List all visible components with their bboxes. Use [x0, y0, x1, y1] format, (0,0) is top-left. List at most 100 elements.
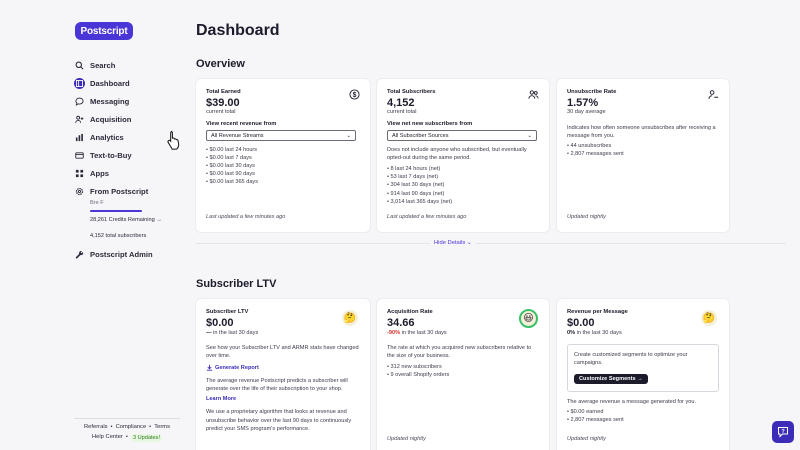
card-label: Unsubscribe Rate: [567, 89, 617, 95]
total-subscribers-card: Total Subscribers 4,152 current total Vi…: [377, 79, 549, 232]
card-value: $0.00: [567, 317, 595, 329]
generate-report-link[interactable]: Generate Report: [206, 364, 360, 371]
subscriber-source-select[interactable]: All Subscriber Sources ⌄: [387, 130, 537, 141]
card-footer: Updated nightly: [567, 214, 606, 220]
subscribers-list: 8 last 24 hours (net) 53 last 7 days (ne…: [387, 165, 539, 206]
card-change: 0% in the last 30 days: [567, 330, 719, 336]
card-note: Does not include anyone who subscribed, …: [387, 147, 527, 162]
revenue-list: $0.00 last 24 hours $0.00 last 7 days $0…: [206, 146, 360, 187]
customize-segments-button[interactable]: Customize Segments →: [574, 374, 648, 385]
learn-more-link[interactable]: Learn More: [206, 396, 237, 403]
segment-promo-box: Create customized segments to optimize y…: [567, 344, 719, 393]
happy-face-icon: 😃: [519, 309, 538, 328]
select-value: All Revenue Streams: [211, 132, 264, 139]
sidebar-item-acquisition[interactable]: Acquisition: [74, 110, 184, 128]
updates-badge[interactable]: 3 Updates!: [130, 434, 163, 442]
card-label: Revenue per Message: [567, 309, 628, 315]
credit-card-icon: [74, 150, 85, 161]
neutral-face-icon: 🤔: [701, 310, 717, 326]
change-value: —: [206, 330, 212, 336]
separator-dot: •: [110, 424, 113, 430]
neutral-face-icon: 🤔: [342, 310, 358, 326]
sidebar-item-messaging[interactable]: Messaging: [74, 92, 184, 110]
separator-dot: •: [149, 424, 152, 430]
card-footer: Last updated a few minutes ago: [206, 214, 286, 220]
sidebar-item-dashboard[interactable]: Dashboard: [74, 74, 184, 92]
card-change: — in the last 30 days: [206, 330, 360, 336]
postscript-logo[interactable]: Postscript: [75, 22, 133, 40]
card-label: Subscriber LTV: [206, 309, 249, 315]
revenue-per-message-card: Revenue per Message $0.00 0% in the last…: [557, 299, 729, 450]
sidebar-item-apps[interactable]: Apps: [74, 164, 184, 182]
sidebar-item-from-postscript[interactable]: From Postscript: [74, 182, 184, 200]
total-subscribers-text: 4,152 total subscribers: [90, 233, 147, 239]
card-subtext: current total: [206, 109, 236, 115]
card-note: The average revenue Postscript predicts …: [206, 378, 348, 393]
sidebar-item-label: Search: [90, 60, 116, 70]
list-item: 9 overall Shopify orders: [387, 371, 539, 379]
list-item: 3,014 last 365 days (net): [387, 198, 539, 206]
sidebar-nav: Search Dashboard Messaging Acquisition A…: [74, 56, 184, 263]
compliance-link[interactable]: Compliance: [115, 424, 147, 430]
sidebar-item-label: Acquisition: [90, 114, 132, 124]
card-value: $0.00: [206, 317, 234, 329]
revenue-stream-select[interactable]: All Revenue Streams ⌄: [206, 130, 356, 141]
change-value: -90%: [387, 330, 401, 336]
change-suffix: in the last 30 days: [211, 330, 259, 336]
help-center-link[interactable]: Help Center: [91, 434, 123, 440]
sidebar-item-label: Apps: [90, 168, 109, 178]
sidebar-item-postscript-admin[interactable]: Postscript Admin: [74, 245, 184, 263]
card-change: -90% in the last 30 days: [387, 330, 539, 336]
grid-icon: [74, 168, 85, 179]
acquisition-rate-card: Acquisition Rate 34.66 -90% in the last …: [377, 299, 549, 450]
hand-cursor-icon: [167, 131, 180, 150]
list-item: 44 unsubscribes: [567, 142, 719, 150]
card-label: Total Earned: [206, 89, 241, 95]
card-label: Total Subscribers: [387, 89, 436, 95]
overview-heading: Overview: [196, 58, 245, 70]
unsubscribe-list: 44 unsubscribes 2,807 messages sent: [567, 142, 719, 158]
card-subtext: 30 day average: [567, 109, 606, 115]
user-minus-icon: [708, 90, 719, 99]
select-label: View net new subscribers from: [387, 121, 473, 127]
list-item: $0.00 last 365 days: [206, 178, 360, 186]
card-label: Acquisition Rate: [387, 309, 433, 315]
card-note: The rate at which you acquired new subsc…: [387, 345, 532, 360]
card-value: $39.00: [206, 97, 240, 109]
list-item: 304 last 30 days (net): [387, 181, 539, 189]
sidebar-item-analytics[interactable]: Analytics: [74, 128, 184, 146]
dollar-icon: $: [349, 89, 360, 100]
card-note: See how your Subscriber LTV and ARMR sta…: [206, 345, 359, 360]
list-item: 2,807 messages sent: [567, 150, 719, 158]
gear-icon: [74, 186, 85, 197]
users-icon: [528, 90, 539, 99]
chevron-down-icon: ⌄: [346, 132, 351, 139]
credits-remaining-link[interactable]: 28,261 Credits Remaining →: [90, 217, 162, 223]
unsubscribe-rate-card: Unsubscribe Rate 1.57% 30 day average In…: [557, 79, 729, 232]
card-footer: Last updated a few minutes ago: [387, 214, 467, 220]
svg-text:$: $: [353, 92, 357, 99]
select-label: View recent revenue from: [206, 121, 277, 127]
search-icon: [74, 60, 85, 71]
change-suffix: in the last 30 days: [575, 330, 622, 336]
sidebar-item-search[interactable]: Search: [74, 56, 184, 74]
help-chat-button[interactable]: ?: [772, 421, 794, 443]
wrench-icon: [74, 249, 85, 260]
account-name: Bre F: [90, 200, 104, 206]
users-plus-icon: [74, 114, 85, 125]
hide-details-link[interactable]: Hide Details ⌄: [430, 240, 476, 246]
sidebar-item-label: Messaging: [90, 96, 130, 106]
sidebar-item-label: Dashboard: [90, 78, 130, 88]
referrals-link[interactable]: Referrals: [84, 424, 108, 430]
list-item: 312 new subscribers: [387, 363, 539, 371]
sidebar: Postscript Search Dashboard Messaging Ac…: [0, 0, 180, 450]
card-value: 1.57%: [567, 97, 599, 109]
list-item: $0.00 last 90 days: [206, 170, 360, 178]
terms-link[interactable]: Terms: [154, 424, 170, 430]
sidebar-footer: Referrals • Compliance • Terms Help Cent…: [74, 418, 180, 446]
sidebar-item-label: Analytics: [90, 132, 124, 142]
divider: [196, 243, 786, 244]
sidebar-item-text-to-buy[interactable]: Text-to-Buy: [74, 146, 184, 164]
credits-progress-bar: [90, 210, 142, 212]
